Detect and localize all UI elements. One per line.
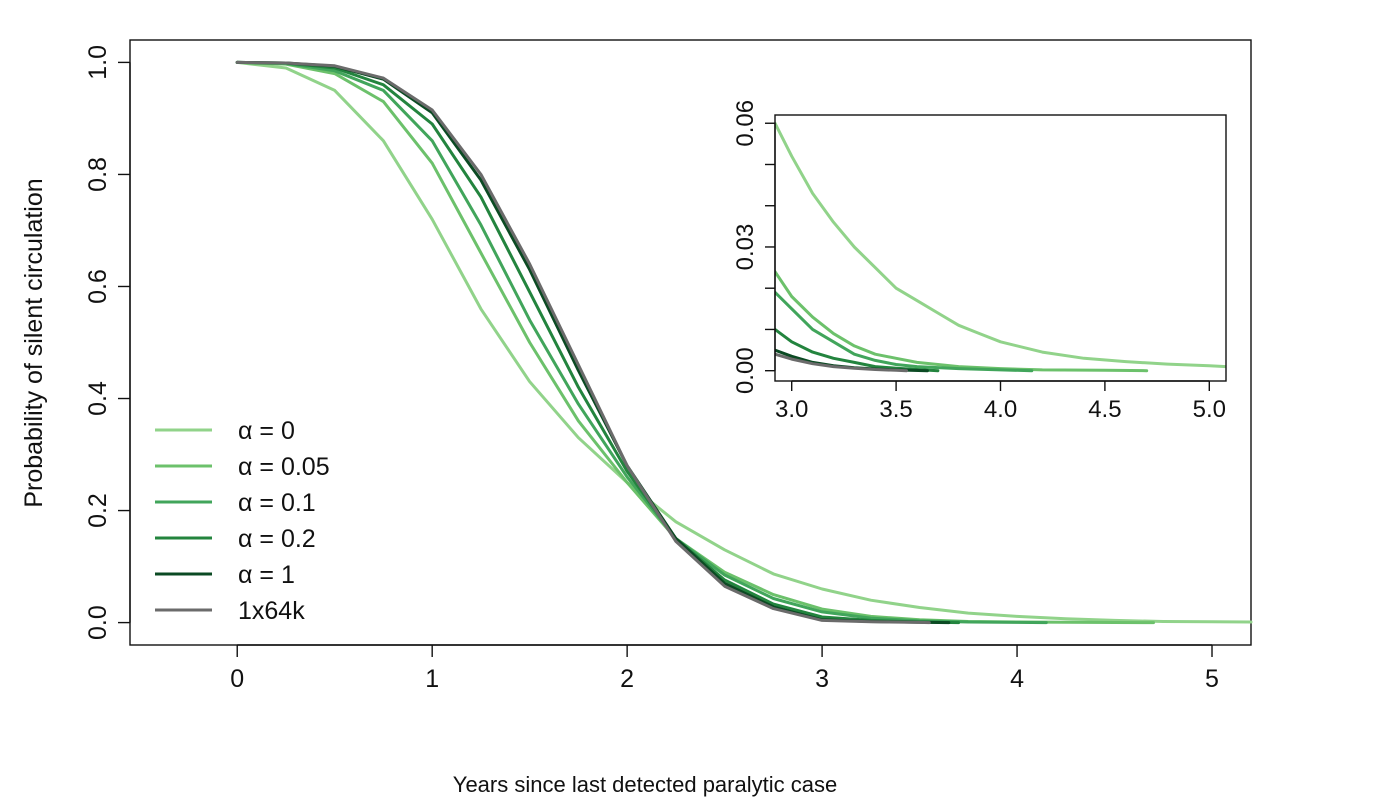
x-axis-label: Years since last detected paralytic case (453, 772, 837, 797)
legend-label: α = 0.1 (238, 489, 316, 517)
main-y-tick-label: 0.0 (84, 605, 112, 640)
main-y-tick-label: 0.2 (84, 493, 112, 528)
inset-x-tick-label: 3.0 (775, 396, 808, 423)
inset-x-axis: 3.0 3.5 4.0 4.5 5.0 (775, 380, 1226, 423)
main-plot: 0 1 2 3 4 5 0.0 0.2 0.4 0.6 0.8 1.0 Years since la… (20, 39, 1253, 797)
inset-x-tick-label: 5.0 (1193, 396, 1226, 423)
inset-x-tick-label: 4.0 (984, 396, 1017, 423)
inset-x-tick-label: 4.5 (1088, 396, 1121, 423)
legend-label: α = 0.05 (238, 453, 330, 481)
main-y-tick-label: 0.4 (84, 381, 112, 416)
main-x-axis: 0 1 2 3 4 5 (230, 644, 1219, 693)
legend-label: α = 1 (238, 561, 295, 589)
inset-y-tick-label: 0.06 (732, 100, 759, 147)
main-x-tick-label: 3 (815, 665, 829, 693)
legend-label: α = 0.2 (238, 525, 316, 553)
legend-label: α = 0 (238, 417, 295, 445)
main-y-tick-label: 0.6 (84, 269, 112, 304)
main-series-line-5 (235, 60, 931, 625)
main-y-tick-label: 0.8 (84, 157, 112, 192)
inset-plot-background (775, 115, 1226, 381)
legend-label: 1x64k (238, 597, 305, 625)
y-axis-label: Probability of silent circulation (20, 178, 48, 507)
inset-series-line-2 (775, 290, 1034, 373)
main-y-axis: 0.0 0.2 0.4 0.6 0.8 1.0 (84, 45, 131, 640)
main-y-tick-label: 1.0 (84, 45, 112, 80)
main-x-tick-label: 5 (1205, 665, 1219, 693)
inset-plot: 3.0 3.5 4.0 4.5 5.0 0.00 0.03 0.06 (732, 100, 1227, 423)
main-x-tick-label: 4 (1010, 665, 1024, 693)
inset-series-line-0 (775, 121, 1226, 369)
inset-series-line-1 (775, 270, 1149, 373)
inset-x-tick-label: 3.5 (879, 396, 912, 423)
inset-y-axis: 0.00 0.03 0.06 (732, 100, 776, 394)
main-x-tick-label: 2 (620, 665, 634, 693)
main-series-group (235, 60, 1253, 625)
inset-y-tick-label: 0.00 (732, 347, 759, 394)
inset-y-tick-label: 0.03 (732, 224, 759, 271)
legend: α = 0 α = 0.05 α = 0.1 α = 0.2 α = 1 1x64k (155, 417, 330, 625)
main-x-tick-label: 1 (425, 665, 439, 693)
main-x-tick-label: 0 (230, 665, 244, 693)
main-series-line-3 (235, 60, 961, 625)
inset-series-line-5 (775, 352, 908, 373)
inset-series-group (775, 121, 1226, 373)
main-series-line-0 (235, 60, 1253, 624)
